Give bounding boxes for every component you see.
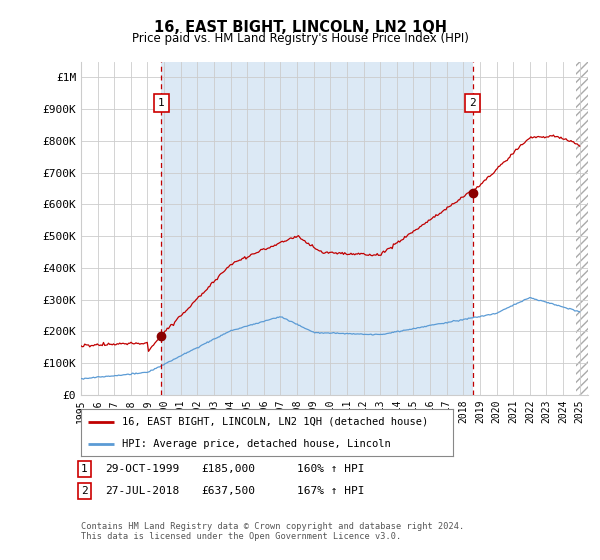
Text: 2: 2 xyxy=(81,486,88,496)
Text: 16, EAST BIGHT, LINCOLN, LN2 1QH: 16, EAST BIGHT, LINCOLN, LN2 1QH xyxy=(154,20,446,35)
Text: £637,500: £637,500 xyxy=(201,486,255,496)
Text: 167% ↑ HPI: 167% ↑ HPI xyxy=(297,486,365,496)
Text: 2: 2 xyxy=(469,98,476,108)
Text: Price paid vs. HM Land Registry's House Price Index (HPI): Price paid vs. HM Land Registry's House … xyxy=(131,32,469,45)
Text: 16, EAST BIGHT, LINCOLN, LN2 1QH (detached house): 16, EAST BIGHT, LINCOLN, LN2 1QH (detach… xyxy=(122,417,428,427)
Text: £185,000: £185,000 xyxy=(201,464,255,474)
Text: HPI: Average price, detached house, Lincoln: HPI: Average price, detached house, Linc… xyxy=(122,438,391,449)
Text: 1: 1 xyxy=(81,464,88,474)
Text: 27-JUL-2018: 27-JUL-2018 xyxy=(105,486,179,496)
Text: Contains HM Land Registry data © Crown copyright and database right 2024.
This d: Contains HM Land Registry data © Crown c… xyxy=(81,522,464,542)
Text: 29-OCT-1999: 29-OCT-1999 xyxy=(105,464,179,474)
Bar xyxy=(161,62,473,395)
Text: 160% ↑ HPI: 160% ↑ HPI xyxy=(297,464,365,474)
Text: 1: 1 xyxy=(158,98,164,108)
Bar xyxy=(577,62,593,395)
